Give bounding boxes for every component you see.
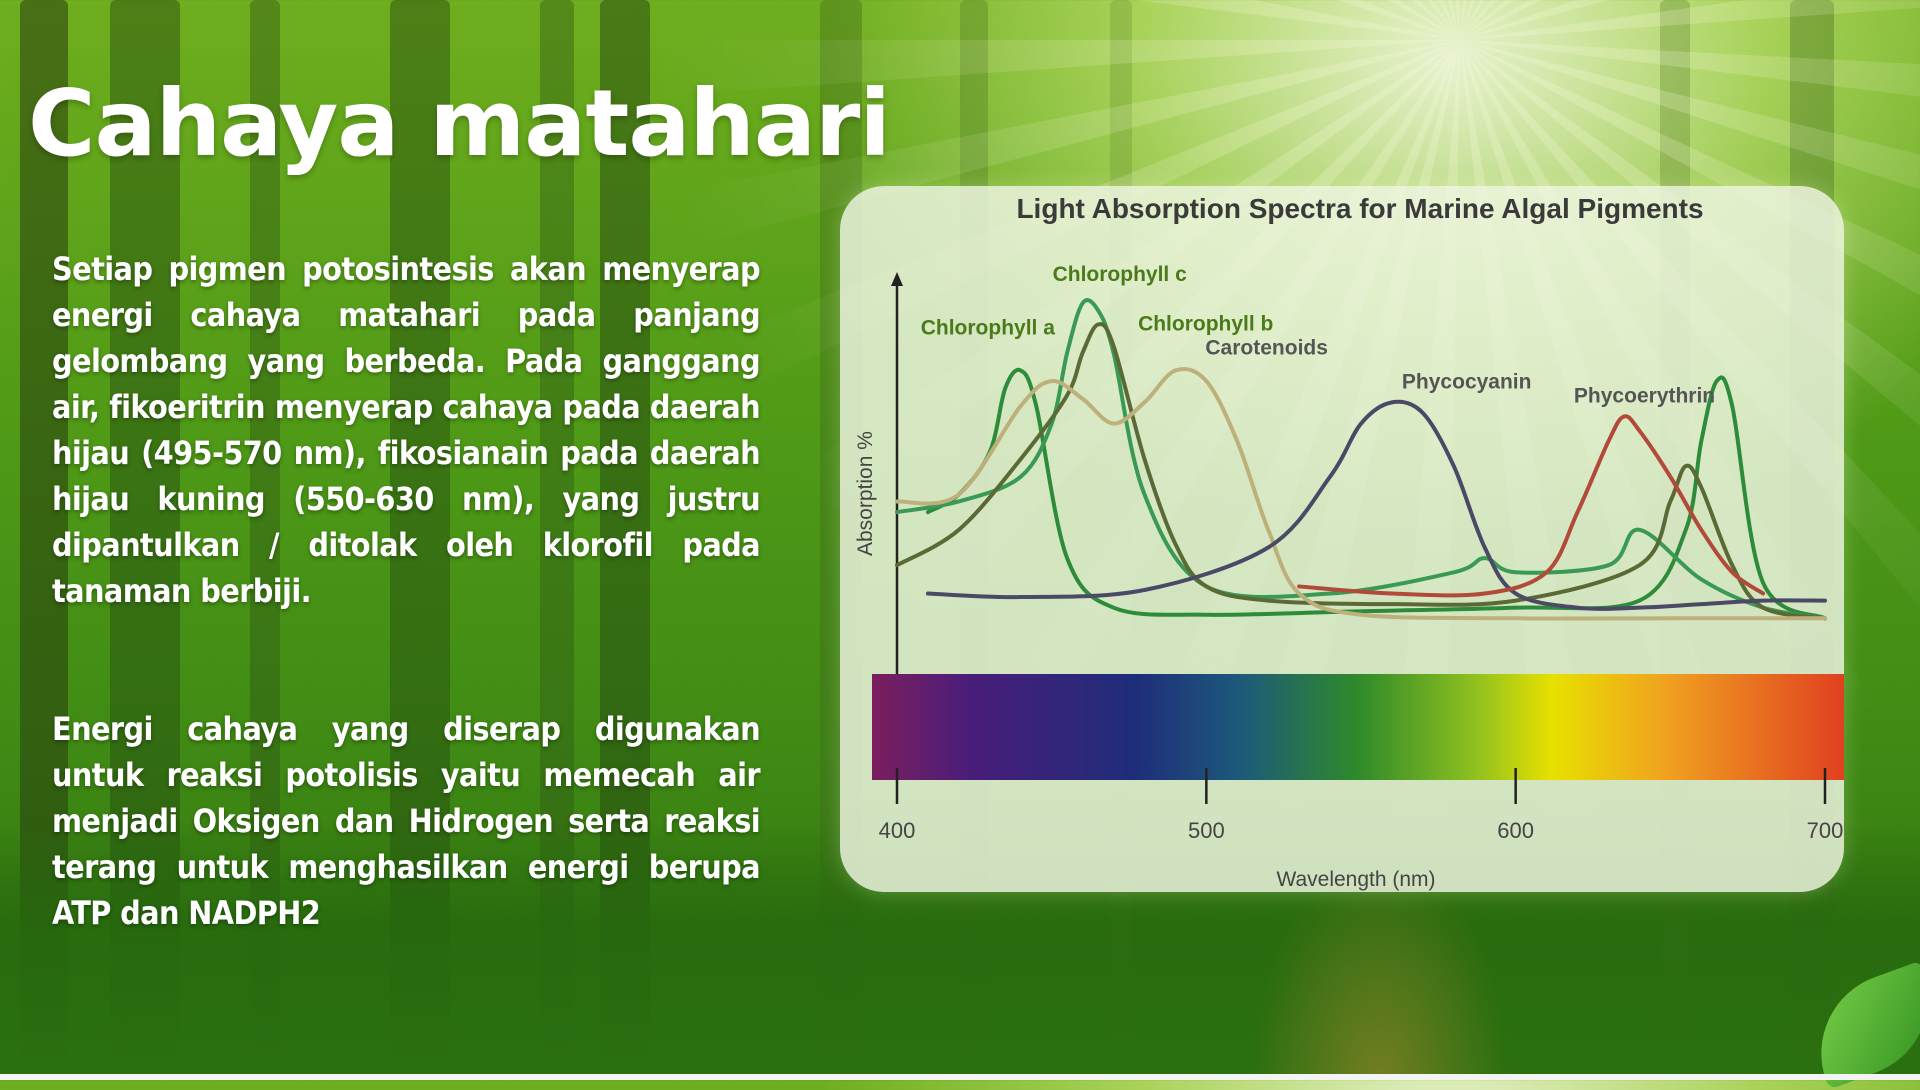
- paragraph-energy: Energi cahaya yang diserap digunakan unt…: [52, 710, 761, 932]
- bottom-strip: [0, 1074, 1920, 1080]
- x-axis-label: Wavelength (nm): [1276, 868, 1435, 891]
- series-line-chlorophyll-a: [925, 367, 1827, 621]
- series-line-chlorophyll-c: [895, 298, 1827, 621]
- series-label-chlorophyll-c: Chlorophyll c: [1053, 263, 1187, 286]
- series-line-carotenoids: [895, 367, 1827, 621]
- x-tick-label: 400: [879, 818, 916, 843]
- chart-canvas: Light Absorption Spectra for Marine Alga…: [854, 193, 1844, 891]
- series-label-phycocyanin: Phycocyanin: [1402, 370, 1532, 393]
- x-tick-label: 700: [1807, 818, 1844, 843]
- forest-path: [1250, 860, 1510, 1080]
- x-tick-label: 600: [1497, 818, 1534, 843]
- series-line-phycoerythrin: [1297, 414, 1766, 598]
- series-label-carotenoids: Carotenoids: [1205, 337, 1328, 360]
- series-label-chlorophyll-b: Chlorophyll b: [1138, 312, 1273, 335]
- y-axis-arrow: [891, 272, 903, 286]
- series-label-phycoerythrin: Phycoerythrin: [1574, 385, 1715, 408]
- series-line-chlorophyll-b: [895, 322, 1827, 621]
- series-line-phycocyanin: [925, 399, 1827, 611]
- series-label-chlorophyll-a: Chlorophyll a: [921, 317, 1055, 340]
- spectrum-bar: [872, 674, 1844, 780]
- y-axis-label: Absorption %: [854, 431, 877, 556]
- paragraph-absorption: Setiap pigmen potosintesis akan menyerap…: [52, 250, 761, 610]
- page-title: Cahaya matahari: [28, 70, 891, 177]
- chart-title: Light Absorption Spectra for Marine Alga…: [1016, 193, 1703, 224]
- absorption-chart: Light Absorption Spectra for Marine Alga…: [840, 186, 1844, 892]
- x-tick-label: 500: [1188, 818, 1225, 843]
